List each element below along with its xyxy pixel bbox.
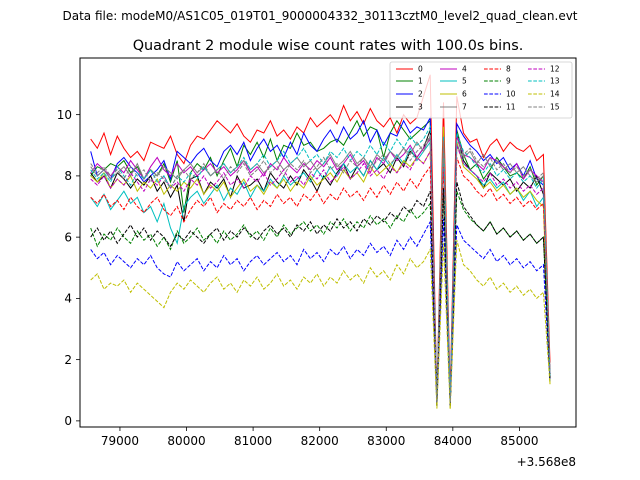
x-offset-label: +3.568e8 <box>517 455 576 469</box>
y-tick-label: 6 <box>64 230 72 244</box>
legend-label-10: 10 <box>506 90 516 99</box>
legend-label-2: 2 <box>418 90 423 99</box>
x-tick-label: 79000 <box>101 434 139 448</box>
x-tick-label: 82000 <box>301 434 339 448</box>
legend-label-13: 13 <box>550 77 560 86</box>
y-tick-label: 10 <box>57 108 72 122</box>
x-tick-label: 81000 <box>234 434 272 448</box>
y-tick-label: 2 <box>64 353 72 367</box>
legend-label-15: 15 <box>550 103 560 112</box>
legend-label-14: 14 <box>550 90 560 99</box>
legend-label-0: 0 <box>418 65 423 74</box>
legend-label-1: 1 <box>418 77 423 86</box>
legend-label-8: 8 <box>506 65 511 74</box>
y-tick-label: 8 <box>64 169 72 183</box>
y-tick-label: 0 <box>64 414 72 428</box>
x-tick-label: 83000 <box>367 434 405 448</box>
legend-label-11: 11 <box>506 103 516 112</box>
x-tick-label: 84000 <box>434 434 472 448</box>
chart-figure: Data file: modeM0/AS1C05_019T01_90000043… <box>0 0 640 480</box>
legend-label-4: 4 <box>462 65 467 74</box>
legend-label-5: 5 <box>462 77 467 86</box>
legend-label-3: 3 <box>418 103 423 112</box>
legend-label-12: 12 <box>550 65 560 74</box>
figure-suptitle: Data file: modeM0/AS1C05_019T01_90000043… <box>62 9 577 23</box>
legend-label-7: 7 <box>462 103 467 112</box>
chart-title: Quadrant 2 module wise count rates with … <box>133 38 524 54</box>
legend-label-9: 9 <box>506 77 511 86</box>
y-tick-label: 4 <box>64 292 72 306</box>
x-tick-label: 85000 <box>500 434 538 448</box>
x-tick-label: 80000 <box>167 434 205 448</box>
legend-label-6: 6 <box>462 90 467 99</box>
